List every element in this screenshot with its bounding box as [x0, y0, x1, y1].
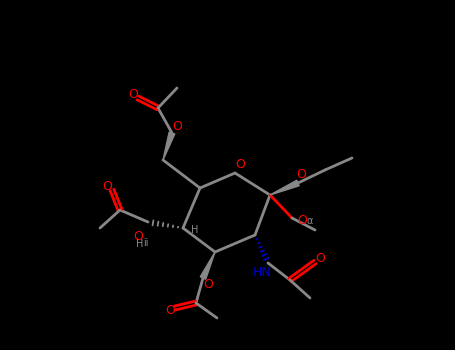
Text: ii: ii [143, 238, 149, 248]
Text: O: O [203, 278, 213, 290]
Polygon shape [270, 180, 299, 195]
Text: O: O [102, 181, 112, 194]
Text: H: H [136, 239, 144, 249]
Polygon shape [200, 252, 215, 279]
Text: O: O [133, 230, 143, 243]
Text: O: O [128, 89, 138, 101]
Text: O: O [172, 120, 182, 133]
Text: α: α [307, 216, 313, 226]
Text: O: O [296, 168, 306, 182]
Text: O: O [297, 215, 307, 228]
Text: O: O [315, 252, 325, 265]
Polygon shape [163, 132, 175, 160]
Text: HN: HN [253, 266, 271, 280]
Text: O: O [165, 304, 175, 317]
Text: O: O [235, 159, 245, 172]
Text: H: H [191, 225, 199, 235]
